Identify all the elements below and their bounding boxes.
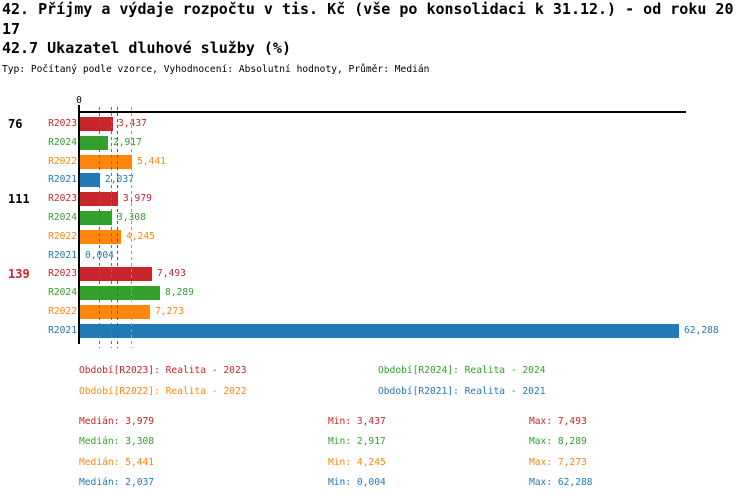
bar-value-label-r2024-g139: 8,289: [165, 287, 194, 298]
legend-item-r2024: Období[R2024]: Realita - 2024: [378, 365, 546, 376]
bar-series-label-r2024-g76: R2024: [48, 137, 77, 148]
bar-value-label-r2022-g76: 5,441: [137, 156, 166, 167]
bar-value-label-r2023-g139: 7,493: [157, 268, 186, 279]
stat-min-r2022: Min: 4,245: [328, 457, 386, 468]
legend-item-r2023: Období[R2023]: Realita - 2023: [79, 365, 247, 376]
bar-r2022-g111: [80, 230, 121, 244]
bar-series-label-r2021-g139: R2021: [48, 325, 77, 336]
stat-median-r2024: Medián: 3,308: [79, 436, 155, 447]
x-axis-line: [78, 111, 686, 113]
page-title-line1: 42. Příjmy a výdaje rozpočtu v tis. Kč (…: [2, 0, 734, 18]
stat-median-r2023: Medián: 3,979: [79, 416, 155, 427]
bar-r2021-g139: [80, 324, 679, 338]
stat-min-r2023: Min: 3,437: [328, 416, 386, 427]
legend-item-r2022: Období[R2022]: Realita - 2022: [79, 386, 247, 397]
median-line-r2021: [99, 107, 100, 348]
median-line-r2024: [111, 107, 112, 348]
stat-max-r2024: Max: 8,289: [529, 436, 587, 447]
bar-value-label-r2021-g139: 62,288: [684, 325, 719, 336]
bar-value-label-r2021-g76: 2,037: [105, 174, 134, 185]
bar-r2022-g139: [80, 305, 150, 319]
bar-value-label-r2023-g111: 3,979: [123, 193, 152, 204]
bar-series-label-r2023-g139: R2023: [48, 268, 77, 279]
median-line-r2022: [131, 107, 132, 348]
bar-series-label-r2024-g111: R2024: [48, 212, 77, 223]
group-label-139: 139: [8, 267, 30, 281]
bar-value-label-r2022-g139: 7,273: [155, 306, 184, 317]
bar-r2024-g76: [80, 136, 108, 150]
stat-median-r2022: Medián: 5,441: [79, 457, 155, 468]
chart-subtitle: 42.7 Ukazatel dluhové služby (%): [2, 39, 291, 57]
x-axis-zero-tick-label: 0: [76, 95, 82, 106]
bar-series-label-r2022-g111: R2022: [48, 231, 77, 242]
stat-max-r2022: Max: 7,273: [529, 457, 587, 468]
stat-max-r2021: Max: 62,288: [529, 477, 593, 488]
median-line-r2023: [117, 107, 118, 348]
group-label-111: 111: [8, 192, 30, 206]
bar-series-label-r2021-g111: R2021: [48, 250, 77, 261]
legend-item-r2021: Období[R2021]: Realita - 2021: [378, 386, 546, 397]
chart-meta-line: Typ: Počítaný podle vzorce, Vyhodnocení:…: [2, 64, 430, 75]
bar-series-label-r2023-g111: R2023: [48, 193, 77, 204]
stat-min-r2024: Min: 2,917: [328, 436, 386, 447]
bar-r2023-g139: [80, 267, 152, 281]
stat-min-r2021: Min: 0,004: [328, 477, 386, 488]
bar-series-label-r2024-g139: R2024: [48, 287, 77, 298]
bar-r2023-g76: [80, 117, 113, 131]
bar-r2022-g76: [80, 155, 132, 169]
stat-median-r2021: Medián: 2,037: [79, 477, 155, 488]
bar-value-label-r2023-g76: 3,437: [118, 118, 147, 129]
bar-value-label-r2024-g76: 2,917: [113, 137, 142, 148]
bar-value-label-r2022-g111: 4,245: [126, 231, 155, 242]
bar-r2024-g111: [80, 211, 112, 225]
bar-r2021-g76: [80, 173, 100, 187]
bar-series-label-r2021-g76: R2021: [48, 174, 77, 185]
page-title-line2: 17: [2, 20, 21, 38]
bar-series-label-r2023-g76: R2023: [48, 118, 77, 129]
bar-r2024-g139: [80, 286, 160, 300]
bar-series-label-r2022-g76: R2022: [48, 156, 77, 167]
y-axis-line: [78, 105, 80, 344]
stat-max-r2023: Max: 7,493: [529, 416, 587, 427]
bar-series-label-r2022-g139: R2022: [48, 306, 77, 317]
group-label-76: 76: [8, 117, 23, 131]
